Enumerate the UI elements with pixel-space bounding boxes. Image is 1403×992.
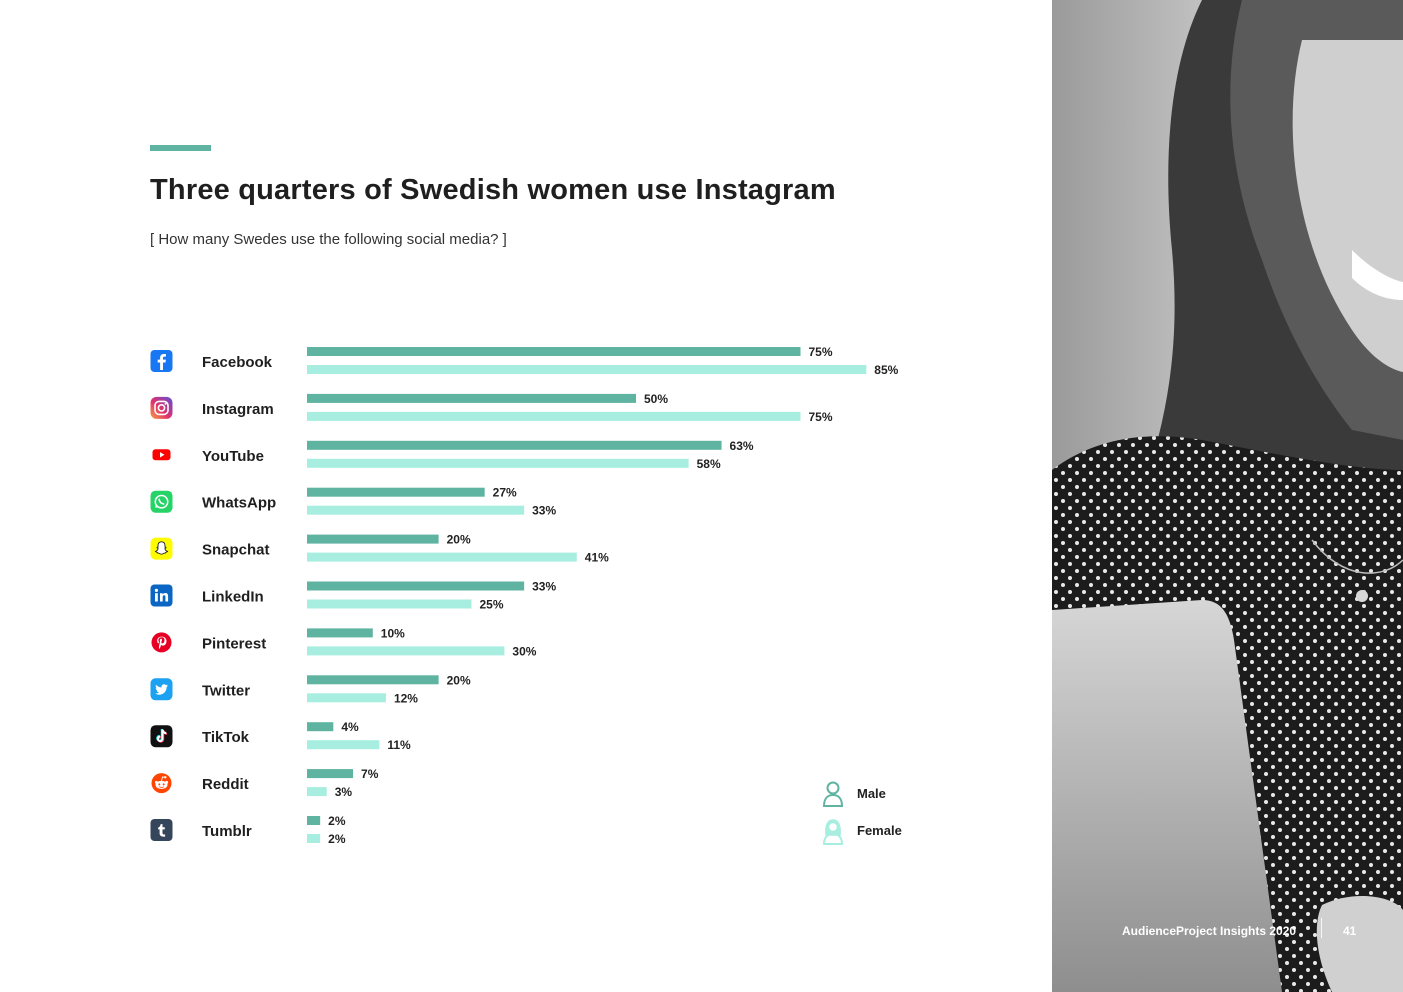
linkedin-icon	[150, 584, 173, 607]
category-label-linkedin: LinkedIn	[202, 589, 264, 606]
reddit-icon	[151, 773, 172, 794]
category-label-tumblr: Tumblr	[202, 823, 252, 840]
bar-male-tumblr	[307, 816, 321, 825]
value-label-male-facebook: 75%	[809, 345, 833, 359]
male-person-icon	[822, 781, 844, 807]
tiktok-icon	[150, 725, 173, 748]
hero-photo	[1052, 0, 1403, 992]
legend-male: Male	[820, 780, 940, 808]
value-label-male-youtube: 63%	[730, 439, 754, 453]
snapchat-icon	[150, 537, 173, 560]
value-label-male-pinterest: 10%	[381, 626, 405, 640]
legend-male-label: Male	[857, 786, 886, 801]
value-label-male-reddit: 7%	[361, 767, 379, 781]
category-label-youtube: YouTube	[202, 448, 264, 465]
whatsapp-icon	[150, 490, 173, 513]
value-label-male-linkedin: 33%	[532, 580, 556, 594]
instagram-icon	[150, 396, 173, 419]
bar-female-facebook	[307, 365, 867, 374]
bar-chart: Facebook 75% 85% Instagram 50% 75% YouTube 63% 5…	[150, 345, 899, 846]
bar-female-whatsapp	[307, 505, 525, 515]
value-label-male-instagram: 50%	[644, 392, 668, 406]
bar-female-twitter	[307, 693, 386, 703]
bar-male-youtube	[307, 440, 722, 450]
value-label-female-snapchat: 41%	[585, 551, 609, 565]
title-accent-line	[150, 145, 211, 151]
bar-female-snapchat	[307, 552, 577, 562]
category-label-tiktok: TikTok	[202, 729, 250, 746]
legend-female-label: Female	[857, 823, 902, 838]
tumblr-icon	[150, 819, 173, 841]
page-subtitle: [ How many Swedes use the following soci…	[150, 231, 507, 248]
category-label-instagram: Instagram	[202, 401, 274, 418]
footer-divider	[1321, 918, 1322, 938]
pinterest-icon	[151, 632, 172, 653]
category-label-reddit: Reddit	[202, 776, 249, 793]
bar-female-youtube	[307, 458, 689, 468]
value-label-male-twitter: 20%	[447, 673, 471, 687]
category-label-snapchat: Snapchat	[202, 542, 270, 559]
category-label-facebook: Facebook	[202, 354, 273, 371]
bar-male-pinterest	[307, 628, 373, 638]
bar-female-tumblr	[307, 834, 321, 843]
bar-male-facebook	[307, 347, 801, 356]
value-label-female-reddit: 3%	[335, 785, 353, 799]
category-label-pinterest: Pinterest	[202, 635, 266, 652]
value-label-male-snapchat: 20%	[447, 533, 471, 547]
bar-male-reddit	[307, 769, 354, 779]
page-title: Three quarters of Swedish women use Inst…	[150, 174, 836, 206]
value-label-female-instagram: 75%	[809, 410, 833, 424]
footer-page-number: 41	[1343, 924, 1357, 938]
category-label-twitter: Twitter	[202, 682, 250, 699]
twitter-icon	[150, 678, 173, 701]
bar-male-snapchat	[307, 534, 439, 544]
bar-male-tiktok	[307, 722, 334, 732]
bar-male-instagram	[307, 393, 636, 403]
value-label-male-whatsapp: 27%	[493, 486, 517, 500]
female-person-icon	[822, 819, 844, 845]
value-label-female-tumblr: 2%	[328, 832, 346, 846]
value-label-female-linkedin: 25%	[480, 598, 504, 612]
value-label-male-tiktok: 4%	[341, 720, 359, 734]
value-label-female-pinterest: 30%	[512, 644, 536, 658]
legend-female: Female	[820, 817, 940, 845]
bar-female-reddit	[307, 787, 327, 797]
category-label-whatsapp: WhatsApp	[202, 495, 276, 512]
facebook-icon	[150, 350, 173, 372]
value-label-female-youtube: 58%	[697, 457, 721, 471]
footer-publication: AudienceProject Insights 2020	[1122, 924, 1297, 938]
bar-male-twitter	[307, 675, 439, 685]
bar-female-linkedin	[307, 599, 472, 609]
value-label-female-facebook: 85%	[874, 363, 898, 377]
value-label-female-tiktok: 11%	[387, 738, 411, 752]
bar-female-instagram	[307, 411, 801, 421]
bar-female-tiktok	[307, 740, 380, 750]
bar-male-linkedin	[307, 581, 525, 591]
bar-male-whatsapp	[307, 487, 485, 497]
youtube-icon	[152, 449, 171, 461]
value-label-female-twitter: 12%	[394, 691, 418, 705]
smiling-woman-photo	[1052, 0, 1403, 992]
bar-female-pinterest	[307, 646, 505, 656]
value-label-female-whatsapp: 33%	[532, 504, 556, 518]
value-label-male-tumblr: 2%	[328, 814, 346, 828]
